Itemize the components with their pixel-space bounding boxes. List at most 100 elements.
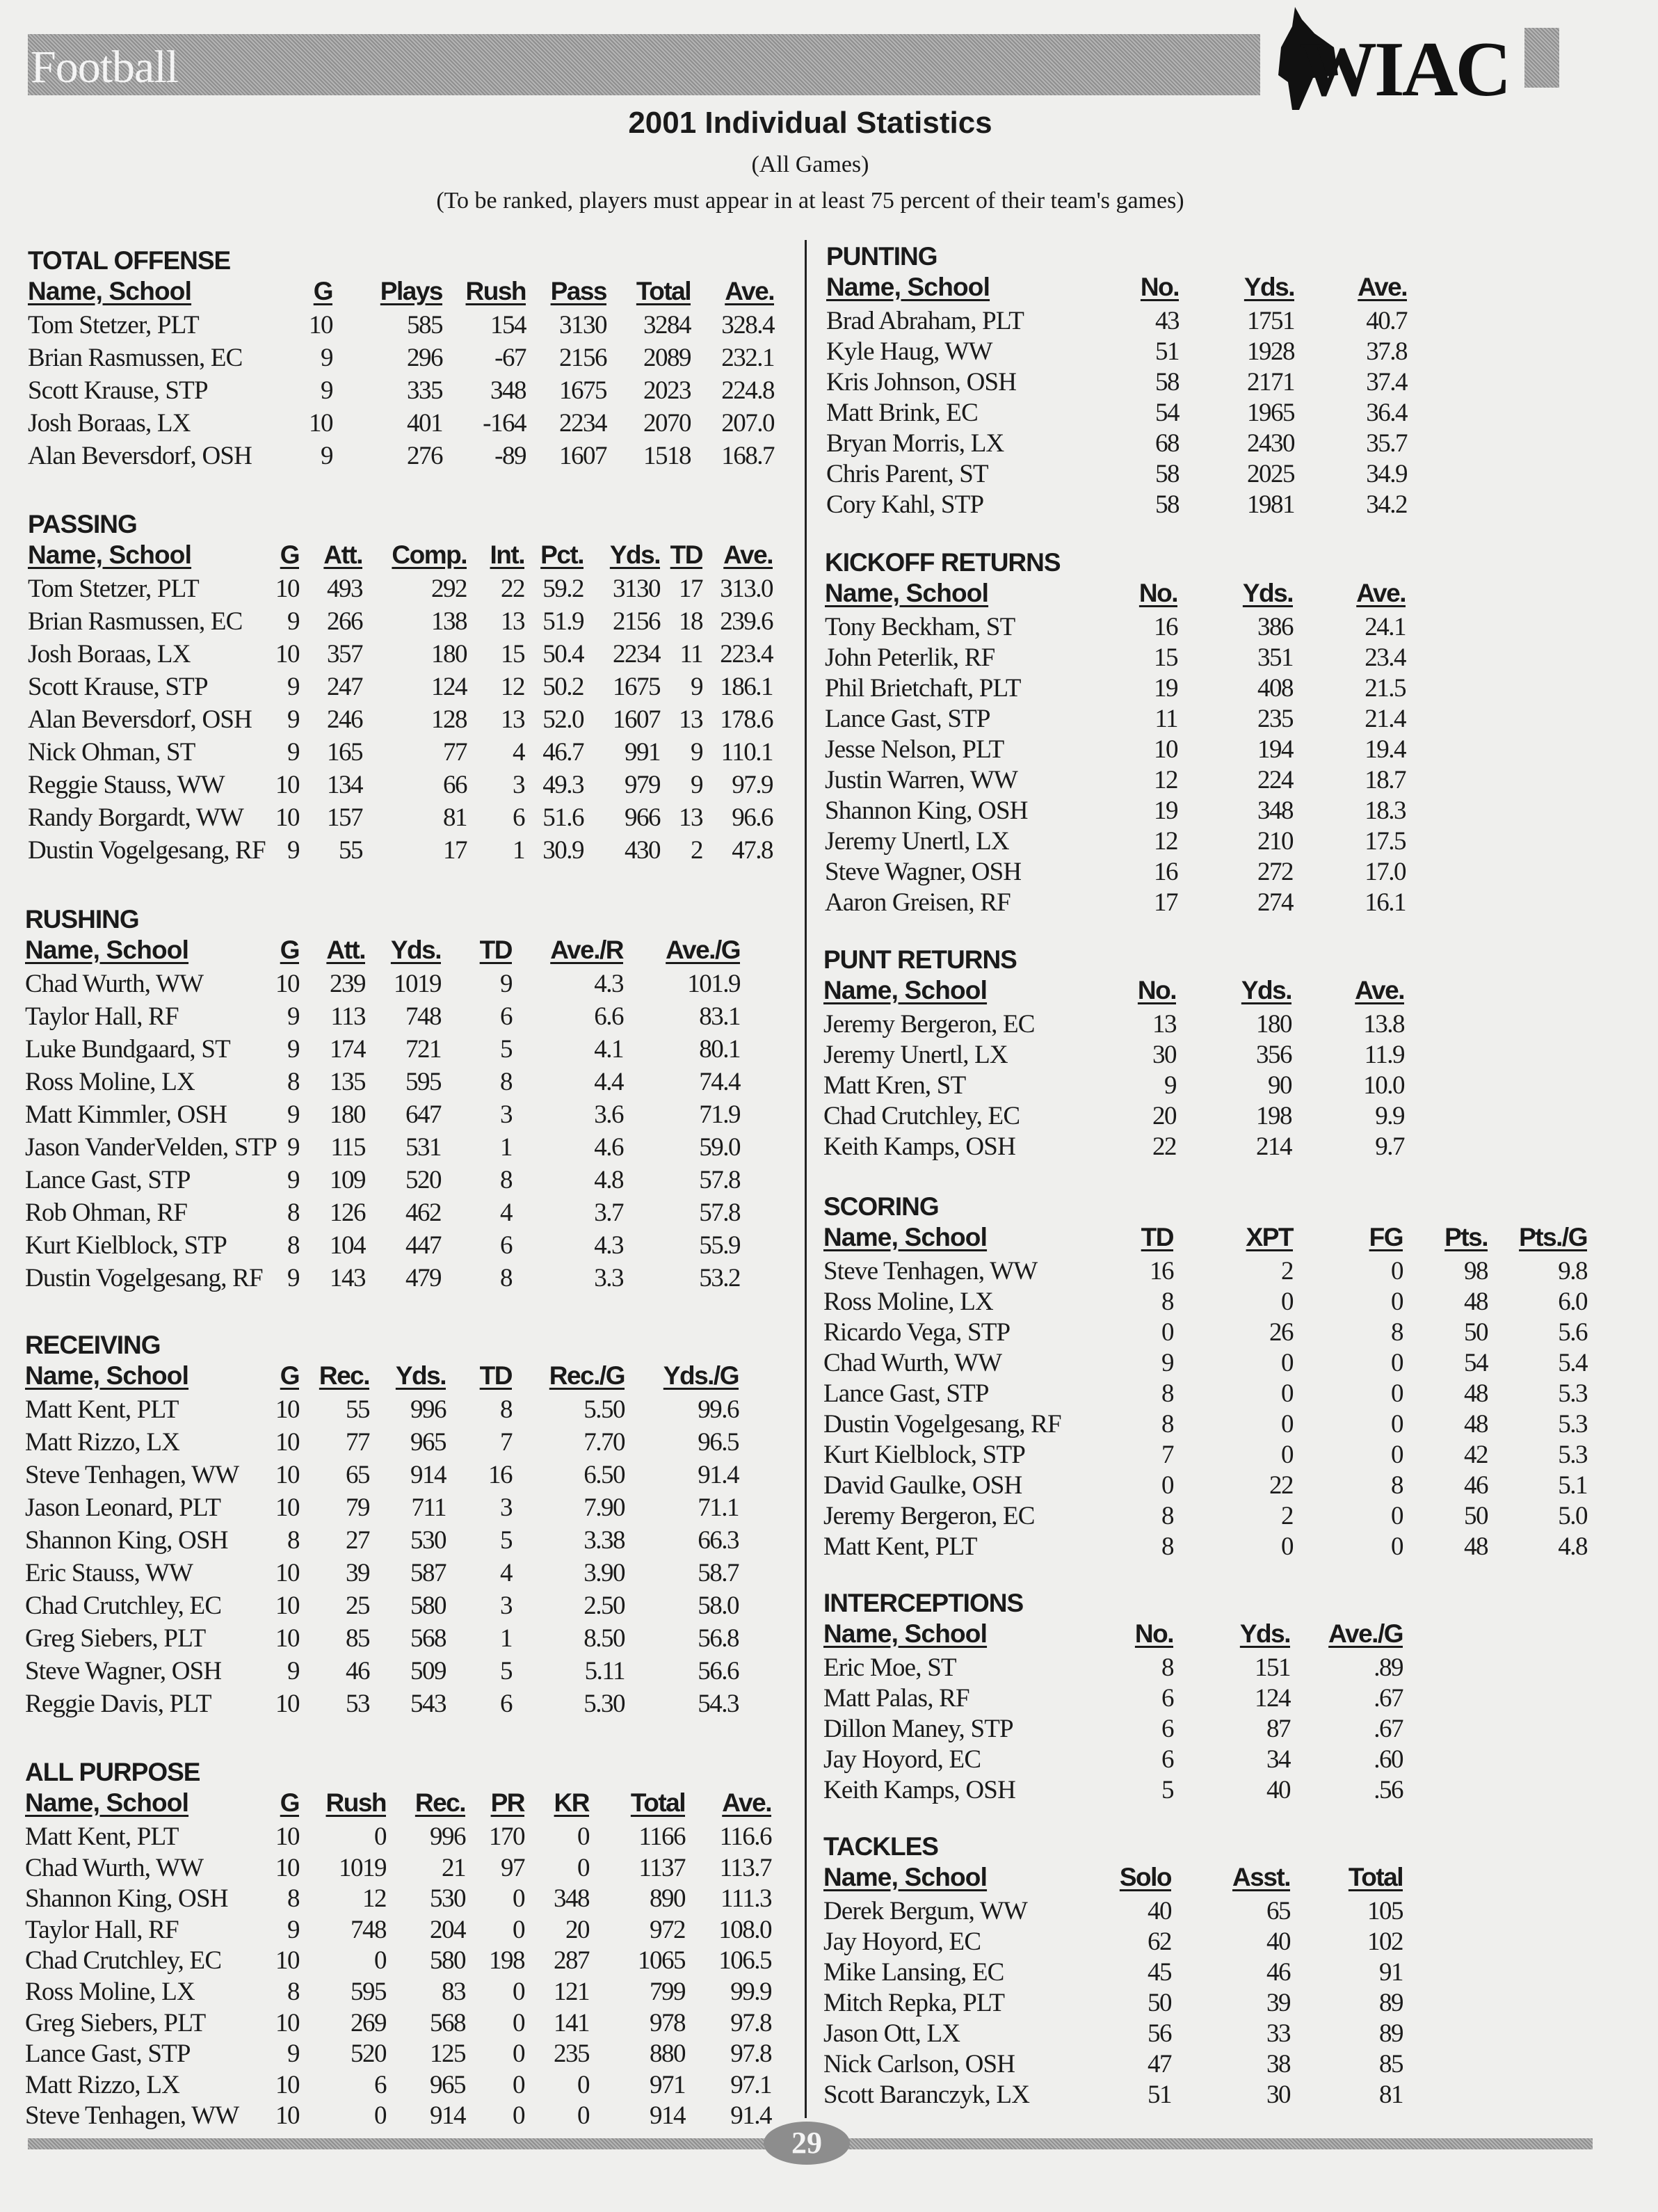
table-row: Taylor Hall, RF 9 113 748 6 6.6 83.1 <box>25 1002 741 1034</box>
section-receiving: RECEIVING Name, School G Rec. Yds. TD Rec./G Yd… <box>25 1329 740 1722</box>
stat-cell: 56.6 <box>698 1657 739 1685</box>
stat-cell: 1607 <box>559 442 608 470</box>
player-name: Lance Gast, STP <box>25 2039 191 2069</box>
table-row: Dustin Vogelgesang, RF 9 143 479 8 3.3 53.2 <box>25 1263 741 1296</box>
stat-cell: 890 <box>650 1884 686 1914</box>
stat-cell: 89 <box>1379 2019 1404 2048</box>
stat-cell: 0 <box>513 2008 526 2037</box>
section-kickoff-returns: KICKOFF RETURNS Name, School No. Yds. Ave. To… <box>825 547 1406 918</box>
stat-cell: 348 <box>1257 796 1294 825</box>
stat-cell: 48 <box>1464 1410 1489 1438</box>
player-name: Steve Tenhagen, WW <box>25 2101 239 2131</box>
player-name: Jay Hoyord, EC <box>823 1745 981 1774</box>
stat-cell: 914 <box>430 2101 467 2131</box>
logo-text: WIAC <box>1299 26 1511 113</box>
table-row: Jeremy Unertl, LX 30 356 11.9 <box>823 1040 1406 1071</box>
player-name: Kurt Kielblock, STP <box>823 1441 1026 1469</box>
header-row: Name, School No. Yds. Ave. <box>826 273 1408 306</box>
stat-cell: 34 <box>1266 1745 1291 1774</box>
stat-cell: 27 <box>346 1526 371 1555</box>
stat-cell: 9 <box>287 1915 300 1944</box>
stat-cell: 6 <box>500 1002 513 1031</box>
stat-cell: 57.8 <box>699 1166 741 1194</box>
stat-cell: 4.8 <box>1558 1532 1588 1561</box>
stat-cell: -164 <box>483 409 526 438</box>
stat-cell: 3.38 <box>583 1526 625 1555</box>
stat-cell: 965 <box>430 2070 467 2099</box>
player-name: Chris Parent, ST <box>826 460 989 488</box>
stat-cell: 2023 <box>643 376 692 405</box>
player-name: Jason Ott, LX <box>823 2019 960 2048</box>
stat-cell: 408 <box>1257 674 1294 703</box>
table-row: Kyle Haug, WW 51 1928 37.8 <box>826 337 1408 367</box>
stat-cell: 17 <box>443 836 468 865</box>
stat-cell: 48 <box>1464 1379 1489 1408</box>
player-name: John Peterlik, RF <box>825 643 995 672</box>
stat-cell: 57.8 <box>699 1199 741 1227</box>
table-row: Shannon King, OSH 8 27 530 5 3.38 66.3 <box>25 1525 739 1558</box>
section-interceptions: INTERCEPTIONS Name, School No. Yds. Ave./G Er… <box>823 1587 1403 1806</box>
player-name: Keith Kamps, OSH <box>823 1776 1016 1804</box>
player-name: Brad Abraham, PLT <box>826 307 1024 335</box>
header-row: Name, School G Plays Rush Pass Total Ave. <box>28 277 775 310</box>
stat-cell: 966 <box>625 803 661 832</box>
stat-cell: 348 <box>554 1884 590 1914</box>
stat-cell: 20 <box>1152 1102 1177 1130</box>
column-header: G <box>280 936 300 964</box>
stat-cell: 880 <box>650 2039 686 2069</box>
stat-cell: 274 <box>1257 888 1294 917</box>
stat-cell: 8 <box>500 1395 513 1424</box>
column-header: Solo <box>1119 1863 1173 1891</box>
stat-cell: 10 <box>275 803 300 832</box>
column-header: Pass <box>550 277 608 305</box>
stat-cell: 54 <box>1464 1349 1489 1377</box>
stat-cell: 357 <box>327 640 364 668</box>
stat-cell: 11.9 <box>1364 1041 1406 1069</box>
column-header: No. <box>1140 273 1180 301</box>
stat-cell: 1 <box>513 836 526 865</box>
stat-cell: 113 <box>330 1002 366 1031</box>
page-title: 2001 Individual Statistics <box>628 106 992 140</box>
column-header: G <box>280 1788 300 1817</box>
column-header: TD <box>1141 1223 1175 1251</box>
player-name: Alan Beversdorf, OSH <box>28 705 252 734</box>
stat-cell: 51.6 <box>542 803 584 832</box>
stat-cell: 33 <box>1266 2019 1291 2048</box>
stat-cell: 5.3 <box>1558 1441 1588 1469</box>
stat-cell: 10 <box>275 1461 300 1489</box>
stat-cell: 965 <box>410 1428 447 1457</box>
stat-cell: 198 <box>489 1946 526 1975</box>
stat-cell: 22 <box>501 575 526 603</box>
stat-cell: 23.4 <box>1365 643 1406 672</box>
player-name: Reggie Davis, PLT <box>25 1690 211 1718</box>
stat-cell: 16 <box>1154 613 1179 641</box>
column-header: No. <box>1138 579 1179 607</box>
table-row: Steve Wagner, OSH 16 272 17.0 <box>825 857 1406 888</box>
stat-cell: 4.4 <box>594 1068 624 1096</box>
player-name: Steve Wagner, OSH <box>825 858 1022 886</box>
stat-cell: 198 <box>1256 1102 1293 1130</box>
stat-cell: 83 <box>442 1977 467 2006</box>
table-row: Matt Rizzo, LX 10 6 965 0 0 971 97.1 <box>25 2070 772 2101</box>
section-rushing: RUSHING Name, School G Att. Yds. TD Ave./R Ave.… <box>25 904 741 1296</box>
stat-cell: 8 <box>287 1526 300 1555</box>
stat-cell: 58 <box>1155 460 1180 488</box>
player-name: Greg Siebers, PLT <box>25 2008 206 2037</box>
stat-cell: 6.6 <box>594 1002 624 1031</box>
stat-cell: 0 <box>1391 1257 1404 1285</box>
stat-cell: 9 <box>287 1166 300 1194</box>
stat-cell: 647 <box>405 1100 442 1129</box>
stat-cell: 313.0 <box>720 575 773 603</box>
table-row: Justin Warren, WW 12 224 18.7 <box>825 765 1406 796</box>
header-row: Name, School G Att. Yds. TD Ave./R Ave./G <box>25 936 741 969</box>
player-name: Brian Rasmussen, EC <box>28 344 243 372</box>
column-header: Name, School <box>25 936 189 964</box>
stat-cell: 124 <box>431 673 468 701</box>
table-row: Jeremy Bergeron, EC 13 180 13.8 <box>823 1009 1405 1040</box>
stat-cell: 4.3 <box>594 970 624 998</box>
stat-cell: 19 <box>1154 796 1179 825</box>
section-all-purpose: ALL PURPOSE Name, School G Rush Rec. PR KR Tota… <box>25 1756 773 2132</box>
stat-cell: 97.8 <box>730 2008 772 2037</box>
stat-cell: 97.9 <box>732 771 773 799</box>
table-row: Jason Leonard, PLT 10 79 711 3 7.90 71.1 <box>25 1493 739 1525</box>
